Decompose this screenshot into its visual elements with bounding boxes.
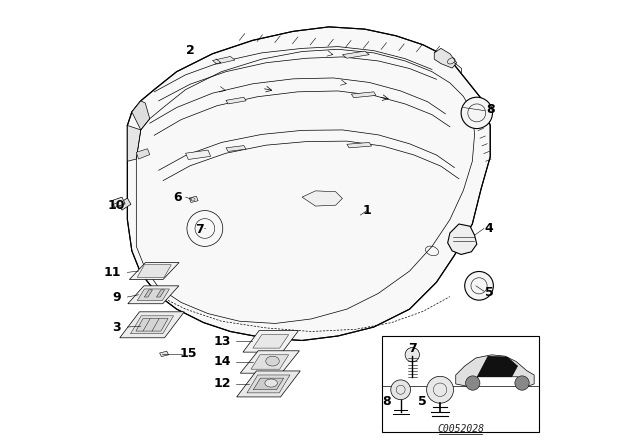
Text: 13: 13 (214, 335, 231, 348)
Polygon shape (159, 351, 168, 357)
Text: 15: 15 (179, 347, 197, 361)
Polygon shape (435, 48, 457, 68)
Polygon shape (137, 289, 170, 301)
Polygon shape (157, 290, 164, 297)
Circle shape (465, 271, 493, 300)
Text: 11: 11 (103, 266, 121, 279)
Polygon shape (456, 355, 534, 386)
Circle shape (466, 376, 480, 390)
Polygon shape (127, 125, 141, 161)
Text: 5: 5 (418, 395, 426, 409)
Bar (382, 336, 539, 432)
Polygon shape (448, 224, 477, 254)
Polygon shape (129, 263, 179, 280)
Polygon shape (132, 101, 150, 130)
Polygon shape (302, 191, 342, 206)
Ellipse shape (266, 356, 279, 366)
Polygon shape (253, 335, 289, 348)
Polygon shape (186, 150, 211, 159)
Circle shape (187, 211, 223, 246)
Polygon shape (247, 375, 290, 393)
Text: 8: 8 (486, 103, 495, 116)
Text: C0052028: C0052028 (437, 424, 484, 434)
Polygon shape (251, 355, 289, 369)
Polygon shape (137, 265, 172, 277)
Text: 5: 5 (485, 285, 493, 299)
Text: 7: 7 (408, 342, 417, 355)
Polygon shape (237, 371, 300, 397)
Circle shape (391, 380, 410, 400)
Ellipse shape (265, 379, 278, 387)
Polygon shape (226, 97, 246, 104)
Text: 7: 7 (195, 223, 204, 237)
Polygon shape (145, 290, 152, 297)
Polygon shape (136, 319, 168, 331)
Polygon shape (253, 378, 284, 390)
Text: 9: 9 (112, 291, 121, 304)
Polygon shape (118, 198, 131, 210)
Circle shape (405, 348, 419, 362)
Polygon shape (120, 312, 184, 338)
Polygon shape (112, 197, 125, 207)
Polygon shape (351, 92, 376, 98)
Polygon shape (240, 351, 300, 373)
Text: 4: 4 (485, 222, 493, 235)
Polygon shape (131, 316, 173, 334)
Polygon shape (243, 331, 298, 352)
Polygon shape (127, 27, 490, 340)
Circle shape (427, 376, 454, 403)
Text: 14: 14 (214, 355, 231, 369)
Polygon shape (136, 149, 150, 159)
Text: 3: 3 (112, 320, 121, 334)
Circle shape (515, 376, 529, 390)
Polygon shape (128, 286, 179, 304)
Polygon shape (212, 56, 235, 64)
Polygon shape (189, 196, 198, 202)
Polygon shape (347, 142, 371, 148)
Text: 10: 10 (108, 198, 125, 212)
Circle shape (461, 97, 493, 129)
Text: 12: 12 (214, 377, 231, 391)
Text: 6: 6 (173, 190, 182, 204)
Polygon shape (477, 356, 518, 377)
Polygon shape (226, 146, 246, 151)
Text: 1: 1 (362, 204, 371, 217)
Text: 8: 8 (382, 395, 390, 409)
Polygon shape (342, 51, 369, 58)
Text: 2: 2 (186, 44, 195, 57)
